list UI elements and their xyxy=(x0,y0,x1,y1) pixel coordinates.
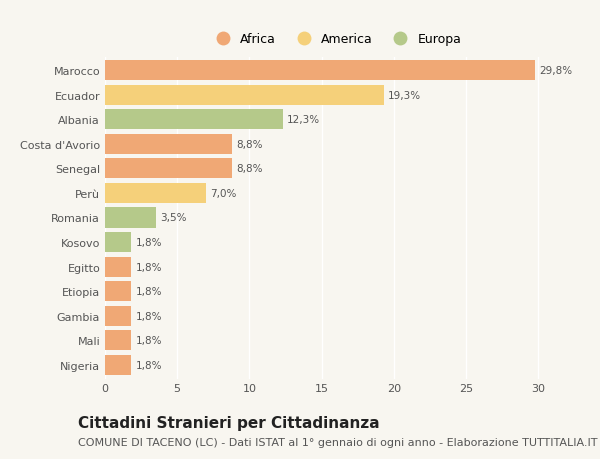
Text: 1,8%: 1,8% xyxy=(136,360,162,370)
Text: 7,0%: 7,0% xyxy=(211,189,237,198)
Text: 19,3%: 19,3% xyxy=(388,90,421,101)
Text: 3,5%: 3,5% xyxy=(160,213,187,223)
Text: 29,8%: 29,8% xyxy=(539,66,572,76)
Text: 8,8%: 8,8% xyxy=(236,140,263,150)
Text: 1,8%: 1,8% xyxy=(136,286,162,297)
Text: 12,3%: 12,3% xyxy=(287,115,320,125)
Bar xyxy=(105,134,232,155)
Bar xyxy=(105,110,283,130)
Bar xyxy=(105,281,131,302)
Text: 1,8%: 1,8% xyxy=(136,238,162,247)
Bar xyxy=(105,184,206,203)
Bar xyxy=(105,355,131,375)
Text: Cittadini Stranieri per Cittadinanza: Cittadini Stranieri per Cittadinanza xyxy=(78,415,380,431)
Bar xyxy=(105,306,131,326)
Text: COMUNE DI TACENO (LC) - Dati ISTAT al 1° gennaio di ogni anno - Elaborazione TUT: COMUNE DI TACENO (LC) - Dati ISTAT al 1°… xyxy=(78,437,598,447)
Bar xyxy=(105,257,131,277)
Text: 1,8%: 1,8% xyxy=(136,311,162,321)
Bar xyxy=(105,233,131,252)
Bar xyxy=(105,85,383,106)
Text: 1,8%: 1,8% xyxy=(136,262,162,272)
Legend: Africa, America, Europa: Africa, America, Europa xyxy=(205,28,467,51)
Bar xyxy=(105,330,131,351)
Text: 8,8%: 8,8% xyxy=(236,164,263,174)
Bar xyxy=(105,159,232,179)
Text: 1,8%: 1,8% xyxy=(136,336,162,346)
Bar xyxy=(105,208,155,228)
Bar xyxy=(105,61,535,81)
